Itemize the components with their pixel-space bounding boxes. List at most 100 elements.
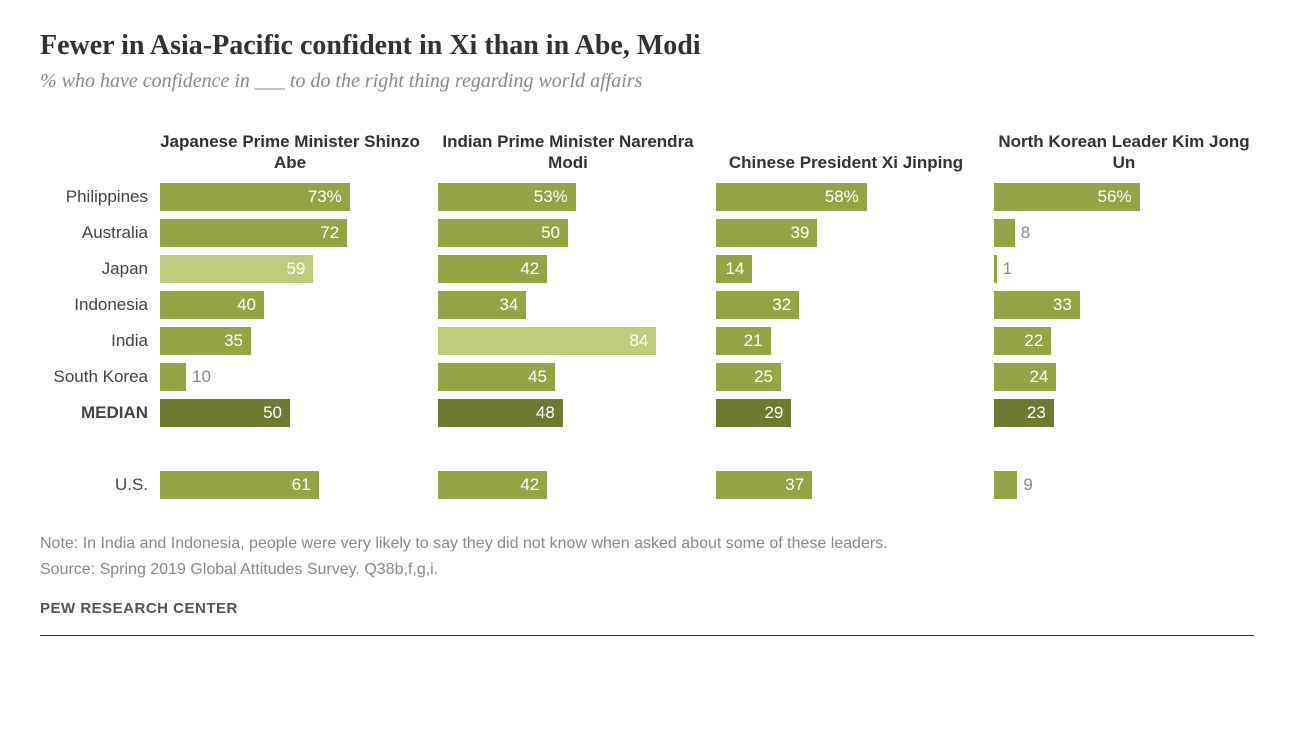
bar: 53%	[438, 183, 576, 211]
bar: 37	[716, 471, 812, 499]
bar-row: 73%	[160, 179, 420, 215]
bar: 24	[994, 363, 1056, 391]
row-gap	[994, 431, 1254, 467]
panel-bars: 53% 50 42 34 84 45 48 42	[438, 179, 698, 503]
panel-header: North Korean Leader Kim Jong Un	[994, 123, 1254, 173]
chart-note: Note: In India and Indonesia, people wer…	[40, 533, 1254, 555]
bar: 59	[160, 255, 313, 283]
bar: 22	[994, 327, 1051, 355]
bar-row: 42	[438, 467, 698, 503]
panel-bars: 73% 72 59 40 35 10 50 61	[160, 179, 420, 503]
bar-row: 50	[160, 395, 420, 431]
row-label: Australia	[40, 215, 160, 251]
bar: 56%	[994, 183, 1140, 211]
bar-row: 39	[716, 215, 976, 251]
bar: 10	[160, 363, 186, 391]
bar: 29	[716, 399, 791, 427]
chart-panel: Indian Prime Minister Narendra Modi 53% 50…	[438, 123, 698, 503]
bar: 84	[438, 327, 656, 355]
row-label: U.S.	[40, 467, 160, 503]
bar-value-label: 9	[1023, 475, 1032, 495]
bar-row: 24	[994, 359, 1254, 395]
bar: 32	[716, 291, 799, 319]
bar: 23	[994, 399, 1054, 427]
chart-subtitle: % who have confidence in ___ to do the r…	[40, 70, 1254, 93]
bar-row: 53%	[438, 179, 698, 215]
bar: 33	[994, 291, 1080, 319]
bar-row: 14	[716, 251, 976, 287]
bar: 9	[994, 471, 1017, 499]
footer-brand: PEW RESEARCH CENTER	[40, 600, 1254, 617]
bar-row: 9	[994, 467, 1254, 503]
bar-row: 1	[994, 251, 1254, 287]
bar: 14	[716, 255, 752, 283]
bar-row: 45	[438, 359, 698, 395]
bar: 50	[160, 399, 290, 427]
row-label: Philippines	[40, 179, 160, 215]
row-label: Japan	[40, 251, 160, 287]
bar-row: 58%	[716, 179, 976, 215]
row-gap	[438, 431, 698, 467]
panel-bars: 56% 8 1 33 22 24 23 9	[994, 179, 1254, 503]
bar: 58%	[716, 183, 867, 211]
bar: 45	[438, 363, 555, 391]
bar: 1	[994, 255, 997, 283]
bar-value-label: 10	[192, 367, 211, 387]
bar-row: 29	[716, 395, 976, 431]
bar: 39	[716, 219, 817, 247]
panel-bars: 58% 39 14 32 21 25 29 37	[716, 179, 976, 503]
chart-panel: Japanese Prime Minister Shinzo Abe 73% 72 5…	[160, 123, 420, 503]
bar-row: 10	[160, 359, 420, 395]
panel-header: Indian Prime Minister Narendra Modi	[438, 123, 698, 173]
bar: 72	[160, 219, 347, 247]
row-label: MEDIAN	[40, 395, 160, 431]
bar-row: 23	[994, 395, 1254, 431]
bar: 34	[438, 291, 526, 319]
chart-title: Fewer in Asia-Pacific confident in Xi th…	[40, 30, 1254, 62]
bar-row: 61	[160, 467, 420, 503]
panel-header: Chinese President Xi Jinping	[716, 123, 976, 173]
bar-row: 84	[438, 323, 698, 359]
bar: 73%	[160, 183, 350, 211]
bar: 35	[160, 327, 251, 355]
bar: 21	[716, 327, 771, 355]
bar-row: 48	[438, 395, 698, 431]
bar-row: 37	[716, 467, 976, 503]
chart-panels: Japanese Prime Minister Shinzo Abe 73% 72 5…	[160, 123, 1254, 503]
bar-row: 72	[160, 215, 420, 251]
bar: 40	[160, 291, 264, 319]
chart-source: Source: Spring 2019 Global Attitudes Sur…	[40, 559, 1254, 581]
bar-row: 32	[716, 287, 976, 323]
row-label: Indonesia	[40, 287, 160, 323]
bar: 50	[438, 219, 568, 247]
bar-row: 22	[994, 323, 1254, 359]
bar-row: 59	[160, 251, 420, 287]
row-gap	[160, 431, 420, 467]
bar-row: 8	[994, 215, 1254, 251]
row-labels-column: PhilippinesAustraliaJapanIndonesiaIndiaS…	[40, 123, 160, 503]
bar-row: 40	[160, 287, 420, 323]
chart-area: PhilippinesAustraliaJapanIndonesiaIndiaS…	[40, 123, 1254, 503]
row-gap	[40, 431, 160, 467]
bar-row: 21	[716, 323, 976, 359]
bar-value-label: 1	[1003, 259, 1012, 279]
bar: 48	[438, 399, 563, 427]
footer-rule	[40, 635, 1254, 636]
bar: 25	[716, 363, 781, 391]
bar-row: 25	[716, 359, 976, 395]
bar: 42	[438, 471, 547, 499]
bar-row: 56%	[994, 179, 1254, 215]
chart-panel: North Korean Leader Kim Jong Un 56% 8 1 33 22…	[994, 123, 1254, 503]
panel-header: Japanese Prime Minister Shinzo Abe	[160, 123, 420, 173]
bar-row: 35	[160, 323, 420, 359]
row-label: South Korea	[40, 359, 160, 395]
bar-row: 34	[438, 287, 698, 323]
bar-row: 33	[994, 287, 1254, 323]
bar: 42	[438, 255, 547, 283]
row-gap	[716, 431, 976, 467]
chart-panel: Chinese President Xi Jinping 58% 39 14 32 21 2…	[716, 123, 976, 503]
bar: 61	[160, 471, 319, 499]
bar-row: 42	[438, 251, 698, 287]
bar-row: 50	[438, 215, 698, 251]
bar: 8	[994, 219, 1015, 247]
